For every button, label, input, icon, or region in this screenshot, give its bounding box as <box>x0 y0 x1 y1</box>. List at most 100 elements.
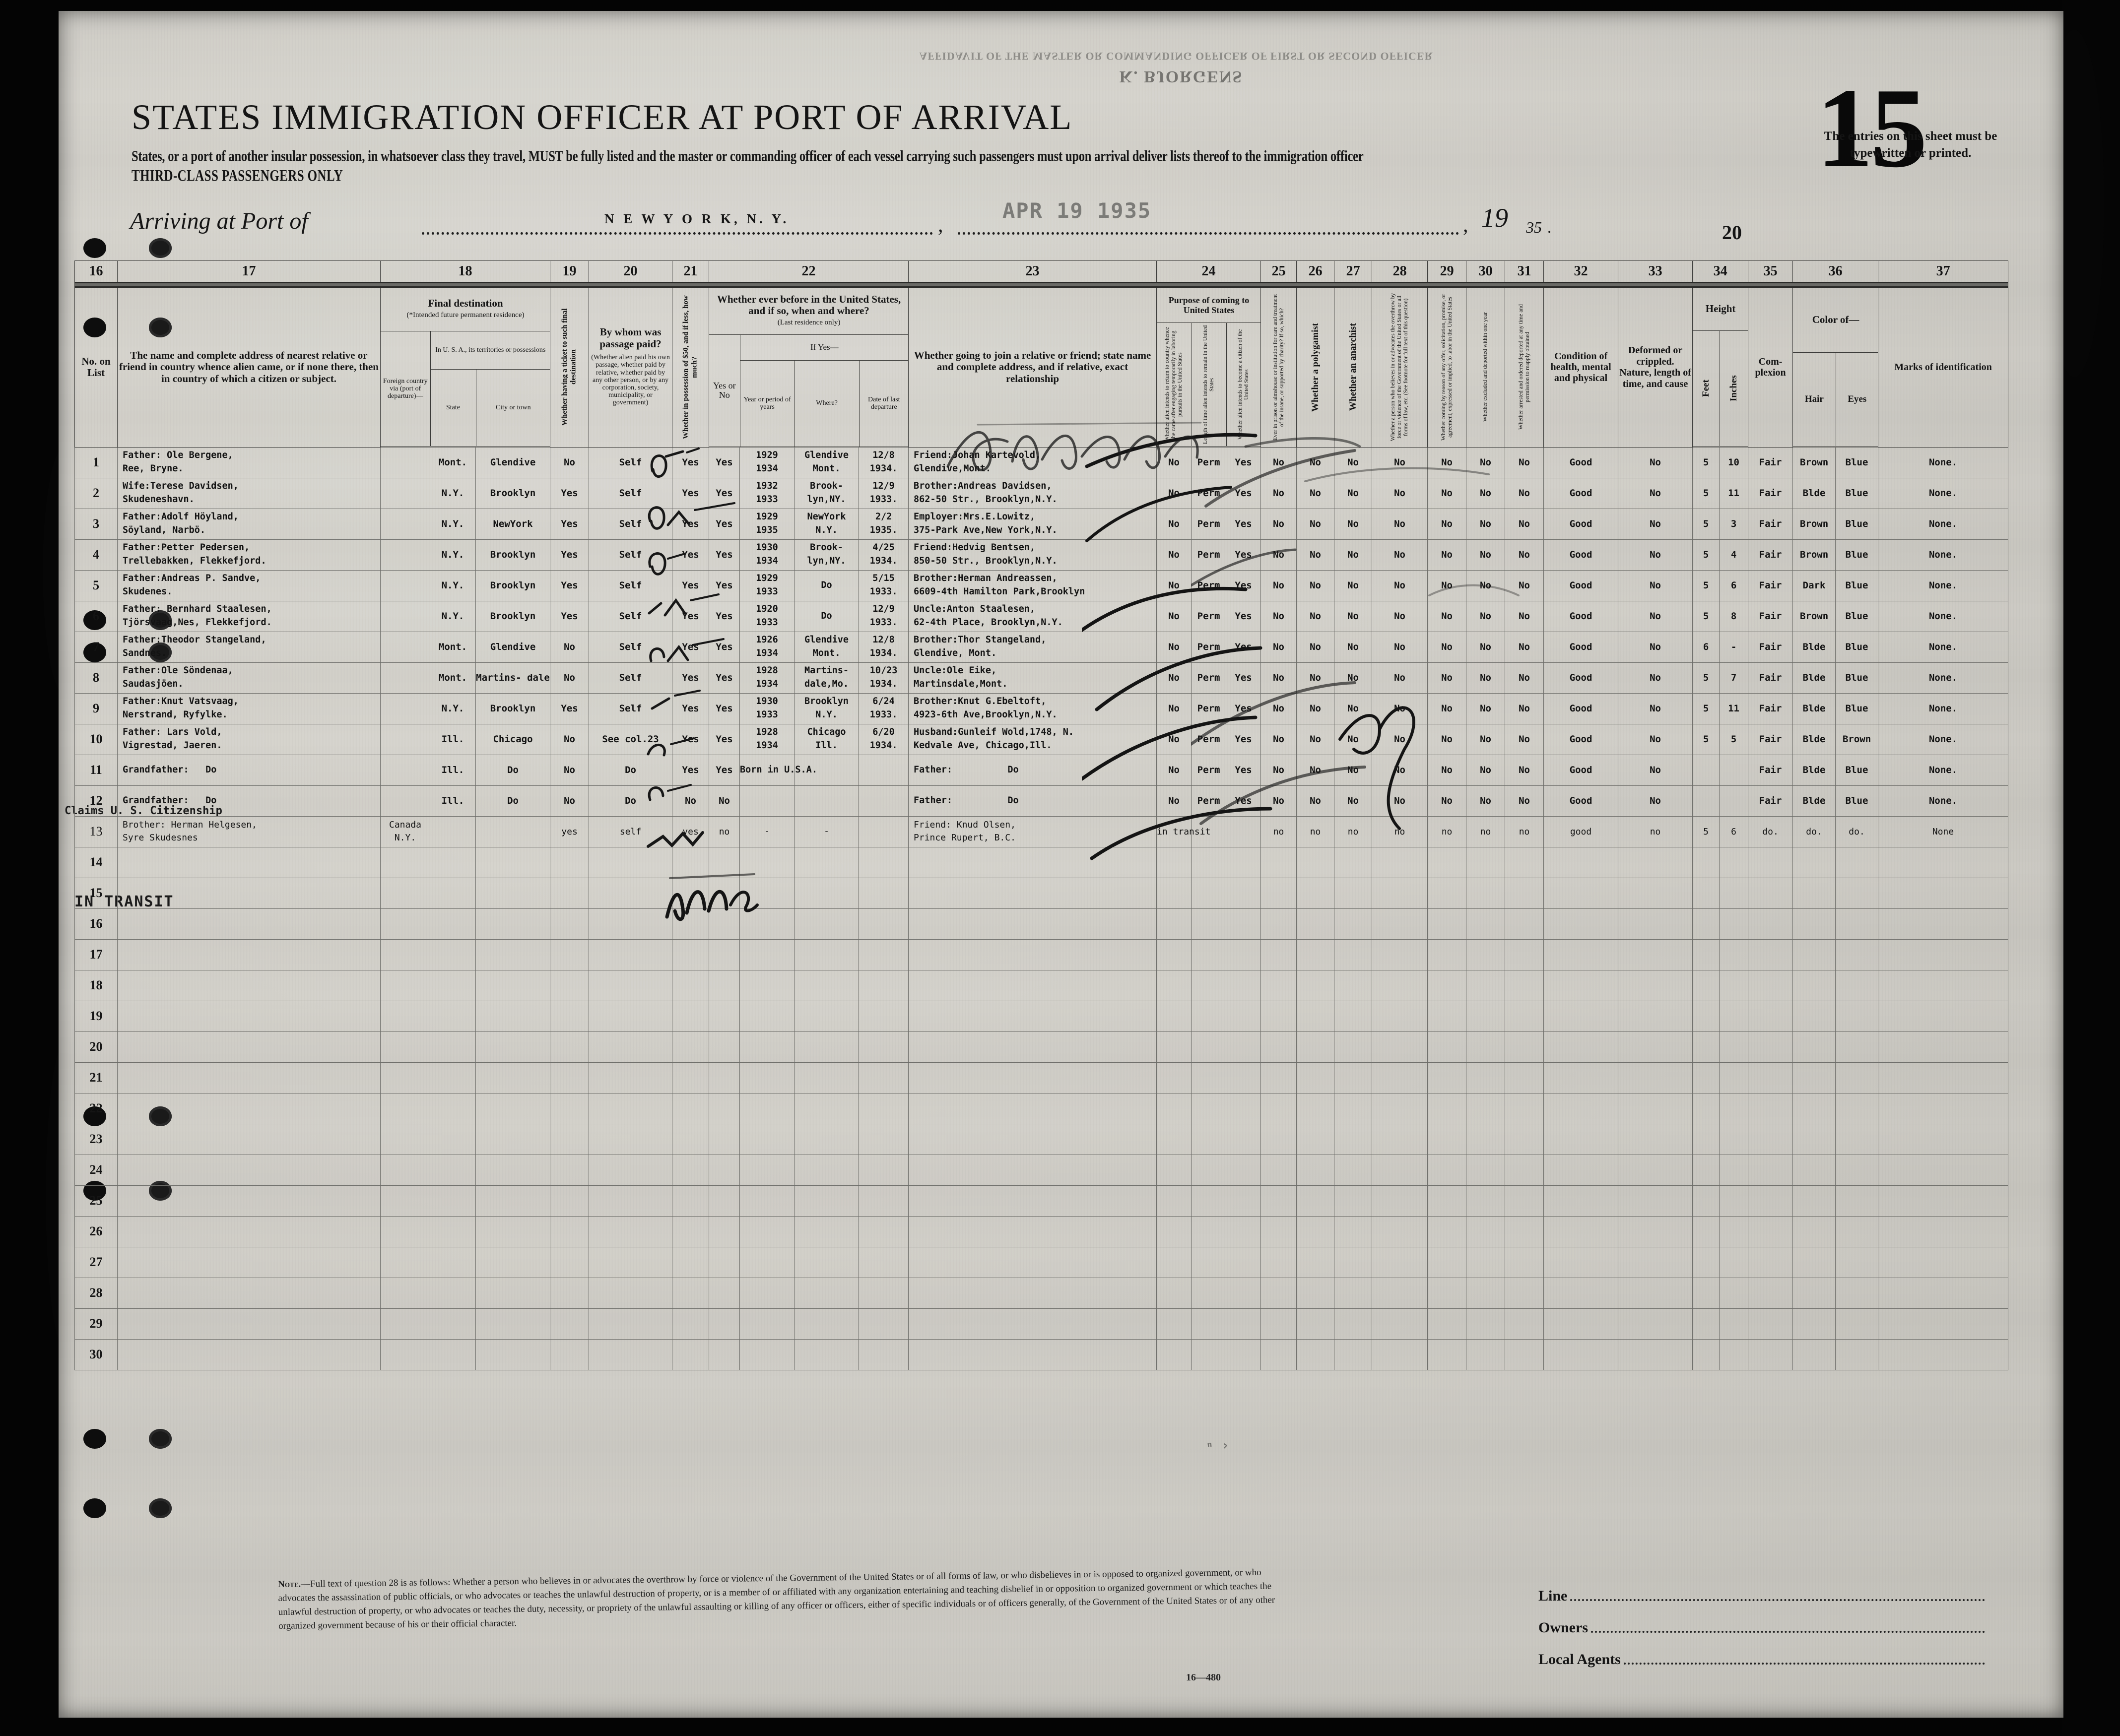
cell-state: N.Y. <box>430 600 476 632</box>
cell-c25 <box>1260 939 1297 970</box>
table-row[interactable]: 2 Wife:Terese Davidsen, Skudeneshavn. N.Y.… <box>74 477 2009 509</box>
table-row[interactable]: 15 <box>74 877 2009 909</box>
cell-hair <box>1792 1031 1836 1063</box>
cell-foreign <box>380 600 430 632</box>
form-number: 16—480 <box>1186 1672 1221 1683</box>
table-row[interactable]: 4 Father:Petter Pedersen, Trellebakken, F… <box>74 539 2009 571</box>
table-row[interactable]: 28 <box>74 1277 2009 1309</box>
table-row[interactable]: 20 <box>74 1031 2009 1063</box>
cell-c30 <box>1466 1123 1506 1155</box>
table-row[interactable]: 25 <box>74 1185 2009 1217</box>
cell-before-yesno <box>709 1216 740 1247</box>
cell-eyes <box>1835 1093 1879 1124</box>
cell-year: 1928 1934 <box>739 662 795 694</box>
cell-before-yesno <box>709 939 740 970</box>
table-row[interactable]: 23 <box>74 1123 2009 1155</box>
cell-c24b: Perm <box>1191 447 1227 478</box>
table-row[interactable]: 30 <box>74 1339 2009 1370</box>
table-row[interactable]: 29 <box>74 1308 2009 1340</box>
cell-c29 <box>1427 846 1467 878</box>
table-row[interactable]: 24 <box>74 1154 2009 1186</box>
cell-feet <box>1692 1123 1720 1155</box>
cell-deformed <box>1618 846 1693 878</box>
table-row[interactable]: 3 Father:Adolf Höyland, Söyland, Narbö. N.… <box>74 508 2009 540</box>
cell-c27: No <box>1334 785 1373 817</box>
cell-year: 1929 1933 <box>739 570 795 601</box>
cell-c27: No <box>1334 447 1373 478</box>
cell-marks: None. <box>1878 539 2009 571</box>
cell-c24a: No <box>1156 785 1192 817</box>
cell-c31: No <box>1505 662 1544 694</box>
table-row[interactable]: 11 Grandfather: Do Ill. Do No Do Yes Yes Born in… <box>74 754 2009 786</box>
table-row[interactable]: 7 Father:Theodor Stangeland, Sandnes. Mont… <box>74 631 2009 663</box>
cell-marks: None. <box>1878 723 2009 755</box>
cell-deformed: no <box>1618 816 1693 847</box>
header-overthrow-label: Whether a person who believes in or advo… <box>1390 293 1409 442</box>
table-row[interactable]: 6 Father: Bernhard Staalesen, Tjörsvaag,N… <box>74 600 2009 632</box>
cell-c25 <box>1260 1031 1297 1063</box>
cell-where <box>794 939 860 970</box>
cell-c29: no <box>1427 816 1467 847</box>
table-row[interactable]: 14 <box>74 846 2009 878</box>
cell-c26: No <box>1296 785 1335 817</box>
cell-hair <box>1792 1062 1836 1093</box>
cell-c26: No <box>1296 508 1335 540</box>
table-row[interactable]: 1 Father: Ole Bergene, Ree, Bryne. Mont. Gl… <box>74 447 2009 478</box>
cell-c24b: Perm <box>1191 600 1227 632</box>
cell-marks: None. <box>1878 600 2009 632</box>
cell-fifty: Yes <box>672 693 710 724</box>
cell-inches: 10 <box>1719 447 1749 478</box>
cell-c30 <box>1466 1154 1506 1186</box>
cell-marks: None. <box>1878 447 2009 478</box>
cell-year: 1920 1933 <box>739 600 795 632</box>
table-row[interactable]: 22 <box>74 1093 2009 1124</box>
table-row[interactable]: 26 <box>74 1216 2009 1247</box>
cell-before-yesno: Yes <box>709 631 740 663</box>
table-row[interactable]: 21 <box>74 1062 2009 1093</box>
cell-fifty <box>672 939 710 970</box>
cell-c29: No <box>1427 631 1467 663</box>
line-input[interactable] <box>1570 1599 1985 1601</box>
table-row[interactable]: 5 Father:Andreas P. Sandve, Skudenes. N.Y.… <box>74 570 2009 601</box>
line-field-row[interactable]: Line <box>1538 1588 1985 1605</box>
table-row[interactable]: 19 <box>74 1000 2009 1032</box>
cell-inches: 8 <box>1719 600 1749 632</box>
cell-last-dep: 12/8 1934. <box>859 447 909 478</box>
cell-c24c: Yes <box>1226 662 1261 694</box>
owners-field-row[interactable]: Owners <box>1538 1619 1985 1636</box>
cell-foreign <box>380 1277 430 1309</box>
cell-c26 <box>1296 939 1335 970</box>
table-row[interactable]: 17 <box>74 939 2009 970</box>
colnum-28: 28 <box>1372 260 1428 283</box>
cell-where <box>794 1339 860 1370</box>
table-row[interactable]: 8 Father:Ole Söndenaa, Saudasjöen. Mont. Ma… <box>74 662 2009 694</box>
cell-c27 <box>1334 1031 1373 1063</box>
cell-complexion <box>1748 969 1793 1001</box>
cell-eyes: Blue <box>1835 447 1879 478</box>
cell-paid-by <box>589 1093 673 1124</box>
cell-city: Martins- dale <box>475 662 551 694</box>
cell-hair: Brown <box>1792 508 1836 540</box>
table-row[interactable]: 16 <box>74 908 2009 940</box>
cell-c29: No <box>1427 477 1467 509</box>
punch-hole <box>83 1429 106 1449</box>
cell-eyes: Blue <box>1835 631 1879 663</box>
local-agents-input[interactable] <box>1623 1663 1985 1665</box>
cell-relative <box>117 1277 381 1309</box>
table-row[interactable]: 18 <box>74 969 2009 1001</box>
cell-city <box>475 939 551 970</box>
cell-c29 <box>1427 908 1467 940</box>
cell-c30 <box>1466 908 1506 940</box>
owners-input[interactable] <box>1591 1631 1985 1633</box>
cell-year <box>739 908 795 940</box>
cell-c27 <box>1334 1000 1373 1032</box>
table-row[interactable]: 10 Father: Lars Vold, Vigrestad, Jaeren. I… <box>74 723 2009 755</box>
table-row[interactable]: 27 <box>74 1246 2009 1278</box>
table-row[interactable]: 13 Brother: Herman Helgesen, Syre Skudesn… <box>74 816 2009 847</box>
cell-complexion <box>1748 1216 1793 1247</box>
table-row[interactable]: 9 Father:Knut Vatsvaag, Nerstrand, Ryfylk… <box>74 693 2009 724</box>
local-agents-field-row[interactable]: Local Agents <box>1538 1651 1985 1668</box>
cell-marks <box>1878 1277 2009 1309</box>
table-row[interactable]: 12 Grandfather: Do Ill. Do No Do No No Father: D… <box>74 785 2009 817</box>
cell-relative: Father:Adolf Höyland, Söyland, Narbö. <box>117 508 381 540</box>
